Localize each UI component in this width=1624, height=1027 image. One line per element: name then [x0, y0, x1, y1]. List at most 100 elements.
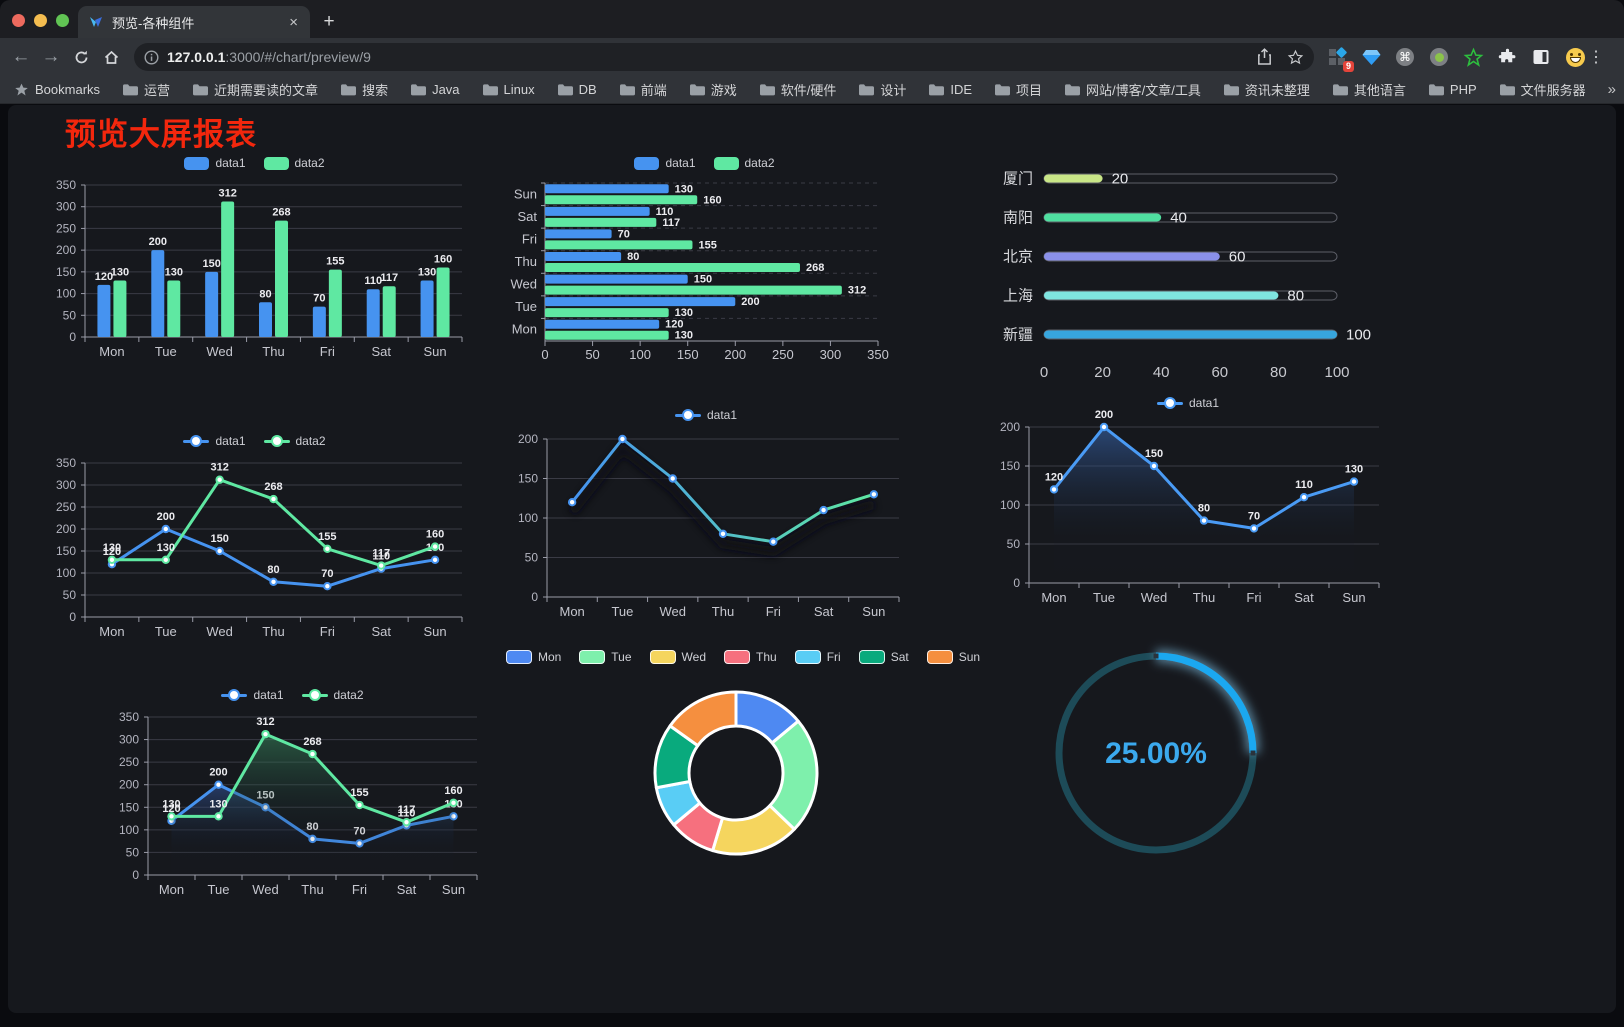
- legend-marker: [634, 156, 660, 170]
- tab-close-icon[interactable]: ×: [289, 13, 298, 31]
- chart-label: 80: [1198, 503, 1210, 515]
- folder-icon: [619, 84, 635, 96]
- extension-emoji-icon[interactable]: [1564, 46, 1586, 68]
- legend-item-data1[interactable]: data1: [184, 156, 246, 170]
- extension-command-icon[interactable]: ⌘: [1394, 46, 1416, 68]
- chart-label: 110: [398, 807, 416, 819]
- legend-item-data1[interactable]: data1: [183, 434, 246, 448]
- bookmark-folder-搜索[interactable]: 搜索: [340, 80, 388, 99]
- extension-record-icon[interactable]: [1428, 46, 1450, 68]
- legend-item-data1[interactable]: data1: [1156, 396, 1219, 410]
- legend-item-data2[interactable]: data2: [263, 434, 326, 448]
- legend-item-Sat[interactable]: Sat: [858, 650, 909, 664]
- legend-item-Sun[interactable]: Sun: [926, 650, 980, 664]
- bookmark-folder-Linux[interactable]: Linux: [482, 80, 535, 99]
- point-data1-Sat: [819, 505, 828, 515]
- chart-label: 80: [627, 251, 639, 263]
- legend-marker: [674, 409, 701, 421]
- legend-item-Mon[interactable]: Mon: [505, 650, 561, 664]
- legend-item-data1[interactable]: data1: [674, 408, 737, 422]
- bookmark-folder-前端[interactable]: 前端: [619, 80, 667, 99]
- extension-star-icon[interactable]: [1462, 46, 1484, 68]
- bookmark-folder-DB[interactable]: DB: [557, 80, 597, 99]
- chart-label: Thu: [301, 882, 323, 897]
- bookmark-folder-其他语言[interactable]: 其他语言: [1332, 80, 1406, 99]
- green-star-glyph: [1463, 47, 1483, 67]
- bookmark-folder-近期需要读的文章[interactable]: 近期需要读的文章: [192, 80, 318, 99]
- extension-reader-icon[interactable]: [1530, 46, 1552, 68]
- bookmarks-manager[interactable]: Bookmarks: [14, 82, 100, 97]
- back-icon[interactable]: ←: [11, 46, 31, 67]
- legend-marker: [858, 650, 885, 664]
- chart-label: Sat: [1294, 590, 1314, 605]
- chart-label: 150: [56, 544, 76, 558]
- legend-item-Wed[interactable]: Wed: [649, 650, 706, 664]
- new-tab-button[interactable]: +: [323, 11, 335, 32]
- bar-data2-Thu: [545, 263, 800, 272]
- forward-icon[interactable]: →: [41, 46, 61, 67]
- chart-label: 70: [313, 293, 325, 305]
- bookmark-folder-资讯未整理[interactable]: 资讯未整理: [1223, 80, 1310, 99]
- chart-label: 350: [119, 710, 139, 724]
- legend-text: data2: [295, 434, 326, 448]
- bookmark-folder-IDE[interactable]: IDE: [928, 80, 972, 99]
- donut-slice-Sun[interactable]: [668, 690, 738, 748]
- bookmark-star-icon[interactable]: [1287, 49, 1304, 66]
- bookmark-label: Linux: [503, 82, 535, 97]
- bookmark-label: 资讯未整理: [1244, 83, 1310, 98]
- dual-line-chart: data1 data2 0 50 100 150 200 250 300 350 Mon Tue We…: [37, 431, 472, 645]
- puzzle-glyph: [1498, 48, 1515, 62]
- legend-item-Thu[interactable]: Thu: [724, 650, 777, 664]
- area-data2: [171, 734, 454, 875]
- bookmark-folder-运营[interactable]: 运营: [122, 80, 170, 99]
- home-icon[interactable]: [96, 43, 126, 71]
- bookmark-folder-Java[interactable]: Java: [410, 80, 460, 99]
- chart-label: 70: [1248, 510, 1260, 522]
- chart-label: 130: [162, 798, 180, 810]
- bookmark-folder-设计[interactable]: 设计: [858, 80, 906, 99]
- legend-item-Fri[interactable]: Fri: [794, 650, 841, 664]
- close-window-button[interactable]: [12, 14, 25, 27]
- extension-puzzle-icon[interactable]: [1496, 46, 1518, 68]
- chart-label: 150: [1145, 448, 1163, 460]
- chart-label: 北京: [1003, 249, 1033, 266]
- reload-icon[interactable]: [66, 43, 96, 71]
- chart-label: 160: [444, 785, 462, 797]
- browser-tab[interactable]: 预览-各种组件 ×: [78, 6, 310, 38]
- page-info-icon[interactable]: [144, 49, 159, 65]
- chart-label: 110: [364, 275, 382, 287]
- share-icon[interactable]: [1256, 48, 1273, 66]
- chart-label: Sat: [814, 604, 834, 619]
- bookmark-folder-网站/博客/文章/工具[interactable]: 网站/博客/文章/工具: [1064, 80, 1201, 99]
- minimize-window-button[interactable]: [34, 14, 47, 27]
- chart-label: 150: [56, 265, 76, 279]
- extension-gem-icon[interactable]: [1360, 46, 1382, 68]
- legend-text: data1: [253, 688, 284, 702]
- legend-item-data2[interactable]: data2: [301, 688, 364, 702]
- point-data2-Tue: [161, 555, 170, 565]
- chart-label: 200: [724, 347, 746, 362]
- legend-item-data1[interactable]: data1: [221, 688, 284, 702]
- chart-label: 80: [267, 564, 279, 576]
- address-bar[interactable]: 127.0.0.1:3000/#/chart/preview/9: [134, 43, 1314, 71]
- legend-item-data1[interactable]: data1: [634, 156, 696, 170]
- bookmark-folder-PHP[interactable]: PHP: [1428, 80, 1477, 99]
- legend-item-data2[interactable]: data2: [263, 156, 325, 170]
- point-data1-Tue: [161, 524, 170, 534]
- folder-icon: [1428, 84, 1444, 96]
- bookmark-folder-软件/硬件[interactable]: 软件/硬件: [759, 80, 836, 99]
- bookmark-folder-文件服务器[interactable]: 文件服务器: [1499, 80, 1586, 99]
- chart-label: 200: [157, 511, 175, 523]
- bookmark-folder-游戏[interactable]: 游戏: [689, 80, 737, 99]
- bookmark-folder-项目[interactable]: 项目: [994, 80, 1042, 99]
- chart-label: 155: [326, 256, 344, 268]
- zoom-window-button[interactable]: [56, 14, 69, 27]
- extension-grid-icon[interactable]: 9: [1326, 46, 1354, 72]
- legend-item-data2[interactable]: data2: [713, 156, 775, 170]
- chart-label: 350: [56, 456, 76, 470]
- legend-item-Tue[interactable]: Tue: [579, 650, 632, 664]
- chart-label: 200: [209, 767, 227, 779]
- tab-title: 预览-各种组件: [112, 15, 195, 31]
- browser-menu-icon[interactable]: ⋮: [1588, 49, 1604, 66]
- bookmarks-overflow-button[interactable]: »: [1607, 81, 1617, 98]
